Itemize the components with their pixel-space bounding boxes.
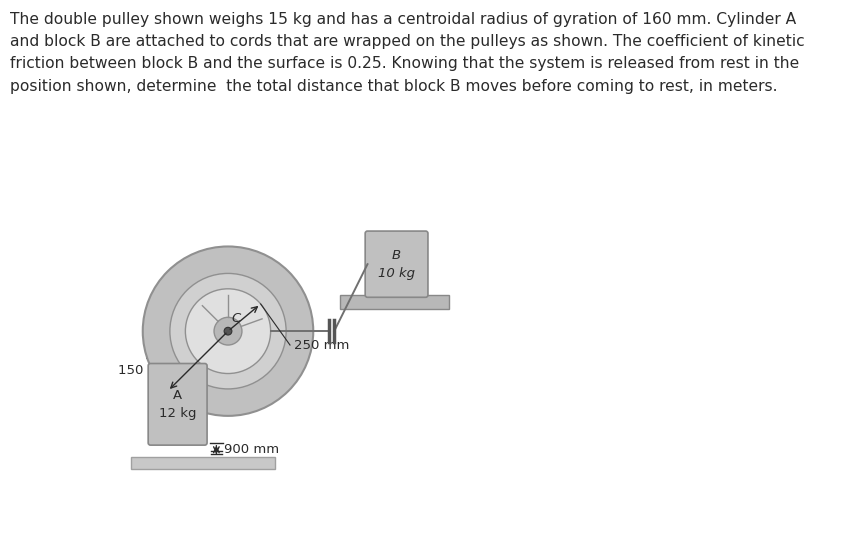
FancyBboxPatch shape (131, 456, 274, 469)
Circle shape (214, 317, 242, 345)
FancyBboxPatch shape (148, 364, 207, 445)
Circle shape (186, 289, 271, 373)
Circle shape (224, 327, 232, 335)
Text: The double pulley shown weighs 15 kg and has a centroidal radius of gyration of : The double pulley shown weighs 15 kg and… (10, 12, 805, 93)
Text: 250 mm: 250 mm (294, 339, 350, 352)
Text: A
12 kg: A 12 kg (159, 389, 197, 420)
Circle shape (142, 246, 313, 416)
Text: 900 mm: 900 mm (224, 443, 280, 456)
Circle shape (170, 274, 287, 389)
Text: B
10 kg: B 10 kg (378, 248, 415, 280)
FancyBboxPatch shape (340, 295, 449, 309)
FancyBboxPatch shape (365, 231, 428, 297)
Text: 150 mm: 150 mm (118, 364, 173, 377)
Text: C: C (232, 312, 241, 325)
